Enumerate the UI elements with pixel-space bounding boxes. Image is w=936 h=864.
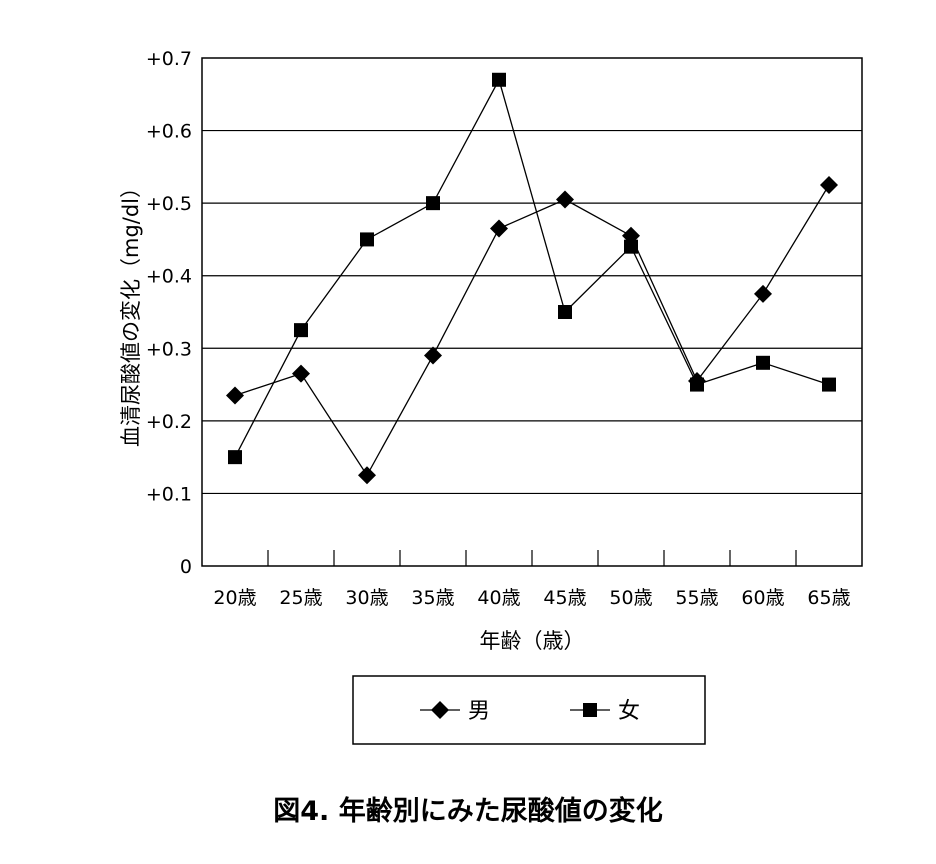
x-tick-label-3: 35歳 — [411, 587, 454, 609]
series-1-point-5 — [558, 305, 572, 319]
legend-label-0: 男 — [468, 699, 490, 724]
series-0-point-9 — [820, 176, 838, 194]
y-tick-label-6: +0.6 — [146, 121, 192, 143]
x-tick-label-0: 20歳 — [213, 587, 256, 609]
x-axis-title: 年齢（歳） — [480, 629, 585, 653]
y-tick-label-3: +0.3 — [146, 338, 192, 360]
gridlines — [202, 129, 862, 495]
y-tick-label-5: +0.5 — [146, 193, 192, 215]
x-axis: 20歳 25歳 30歳 35歳 40歳 45歳 50歳 55歳 60歳 65歳 — [213, 550, 851, 609]
series-1-point-4 — [492, 72, 506, 87]
series-1 — [228, 72, 836, 465]
series-0 — [226, 176, 838, 485]
plot-area — [201, 57, 863, 567]
x-tick-label-2: 30歳 — [345, 587, 388, 609]
series-0-point-5 — [556, 190, 574, 209]
x-tick-label-4: 40歳 — [477, 587, 520, 609]
figure-caption: 図4. 年齢別にみた尿酸値の変化 — [273, 795, 662, 827]
series-1-point-7 — [690, 377, 704, 392]
series-0-point-4 — [490, 219, 508, 238]
x-tick-label-7: 55歳 — [675, 587, 718, 609]
series-1-point-6 — [624, 239, 638, 254]
y-tick-label-4: +0.4 — [146, 266, 192, 288]
y-axis-title: 血清尿酸値の変化（mg/dl） — [119, 177, 143, 447]
series-0-point-2 — [358, 466, 376, 485]
y-tick-label-1: +0.1 — [146, 483, 192, 505]
y-tick-label-0: 0 — [180, 556, 192, 578]
x-tick-label-1: 25歳 — [279, 587, 322, 609]
series-0-point-8 — [754, 284, 772, 303]
y-tick-label-7: +0.7 — [146, 48, 192, 70]
series-1-point-8 — [756, 355, 770, 370]
legend-box — [352, 675, 706, 745]
x-tick-label-5: 45歳 — [543, 587, 586, 609]
x-tick-label-6: 50歳 — [609, 587, 652, 609]
series-group — [226, 72, 838, 485]
series-line-0 — [234, 184, 830, 477]
series-0-point-0 — [226, 386, 244, 405]
legend-marker-1 — [583, 703, 597, 717]
series-1-point-9 — [822, 377, 836, 392]
series-1-point-1 — [294, 323, 308, 338]
series-1-point-2 — [360, 232, 374, 247]
series-0-point-3 — [424, 346, 442, 365]
x-tick-label-9: 65歳 — [807, 587, 850, 609]
legend-marker-0 — [431, 701, 449, 719]
series-line-1 — [234, 78, 830, 458]
legend-label-1: 女 — [618, 699, 640, 724]
x-tick-label-8: 60歳 — [741, 587, 784, 609]
series-1-point-0 — [228, 450, 242, 465]
series-0-point-1 — [292, 364, 310, 383]
legend-item-1: 女 — [570, 699, 640, 724]
legend: 男女 — [352, 675, 706, 745]
legend-item-0: 男 — [420, 699, 490, 724]
series-1-point-3 — [426, 196, 440, 211]
y-axis: 0 +0.1 +0.2 +0.3 +0.4 +0.5 +0.6 +0.7 — [146, 48, 192, 578]
y-tick-label-2: +0.2 — [146, 411, 192, 433]
